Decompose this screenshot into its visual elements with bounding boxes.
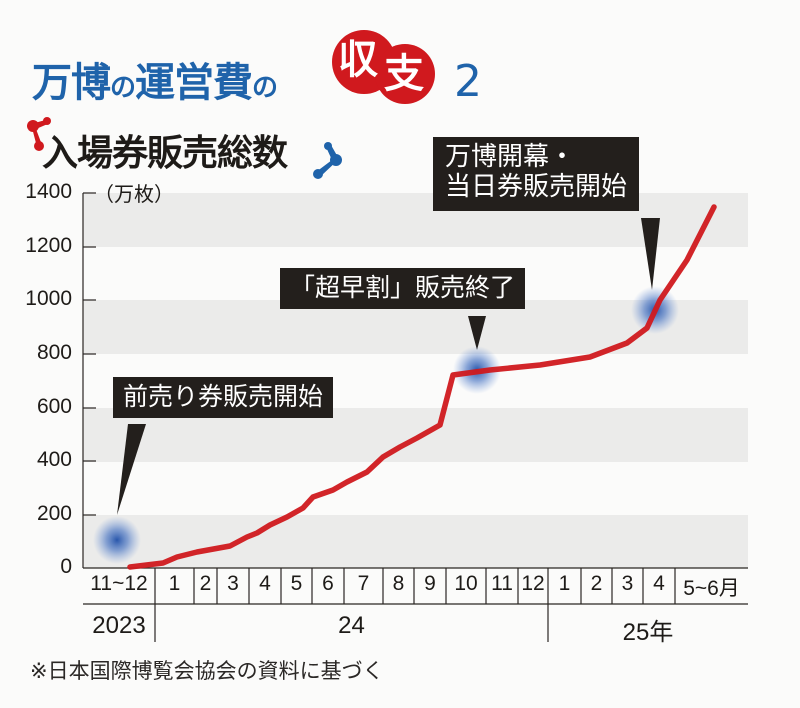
callout-text-line1: 万博開幕・ <box>445 142 576 172</box>
x-label: 6 <box>322 572 334 595</box>
x-label: 11 <box>491 572 513 595</box>
callout-tails <box>117 218 660 515</box>
callout-text: 前売り券販売開始 <box>123 382 324 411</box>
year-label-2024: 24 <box>338 612 365 639</box>
x-label: 12 <box>521 572 545 595</box>
molecule-icon-red <box>27 117 51 151</box>
year-label-2023: 2023 <box>92 612 146 639</box>
x-label: 8 <box>392 572 405 595</box>
x-label: 11~12 <box>90 572 148 595</box>
x-label: 5 <box>290 572 303 595</box>
molecule-icon-blue <box>313 142 342 179</box>
x-label: 10 <box>454 572 478 595</box>
x-label: 2 <box>590 572 603 595</box>
y-tick-1000: 1000 <box>25 287 72 310</box>
x-label: 1 <box>168 572 181 595</box>
chart-subtitle: 入場券販売総数 <box>42 133 288 174</box>
title-particle: の <box>252 73 278 103</box>
source-note: ※日本国際博覧会協会の資料に基づく <box>30 659 384 683</box>
title-text-operating-costs: 運営費 <box>135 59 253 106</box>
callout-text-line2: 当日券販売開始 <box>445 171 628 202</box>
title-circle-2 <box>375 44 435 104</box>
x-label: 3 <box>227 572 239 595</box>
x-label: 3 <box>621 572 634 595</box>
y-tick-200: 200 <box>36 502 72 525</box>
title-circle-text-2: 支 <box>384 50 424 97</box>
title-circle-text-1: 収 <box>338 36 378 83</box>
x-label: 4 <box>259 572 271 595</box>
title-particle: の <box>110 73 136 103</box>
series-number: 2 <box>454 56 482 107</box>
sales-line <box>127 204 717 570</box>
y-axis <box>82 192 96 568</box>
y-tick-1400: 1400 <box>25 180 72 203</box>
callout-presale-start: 前売り券販売開始 <box>113 377 334 418</box>
title-text-expo: 万博 <box>32 59 111 106</box>
x-label: 4 <box>653 572 665 595</box>
page-title: 万博の運営費の <box>32 50 278 108</box>
callout-expo-opening: 万博開幕・ 当日券販売開始 <box>433 137 640 211</box>
y-tick-400: 400 <box>36 448 72 471</box>
callout-text: 「超早割」販売終了 <box>290 273 516 302</box>
y-tick-1200: 1200 <box>25 234 72 257</box>
x-label: 2 <box>199 572 212 595</box>
y-tick-600: 600 <box>36 395 72 418</box>
marker-presale <box>93 516 141 564</box>
x-label: 5~6月 <box>683 577 740 600</box>
year-label-2025: 25年 <box>622 619 674 646</box>
x-label: 1 <box>558 572 571 595</box>
y-axis-unit: （万枚） <box>94 182 174 206</box>
x-label: 7 <box>357 572 370 595</box>
y-tick-800: 800 <box>36 341 72 364</box>
x-axis <box>83 567 748 642</box>
callout-super-early-end: 「超早割」販売終了 <box>280 268 526 309</box>
y-tick-0: 0 <box>60 555 72 578</box>
x-label: 9 <box>424 572 436 595</box>
